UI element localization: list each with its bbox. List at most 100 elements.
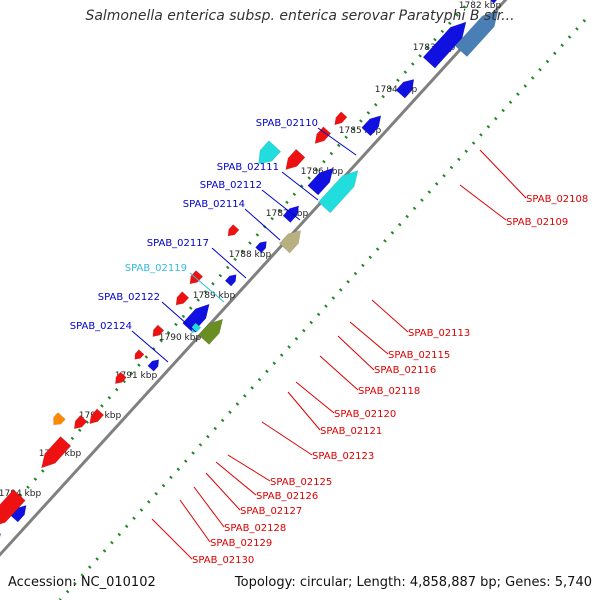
gene-label-spab_02114: SPAB_02114 [183, 199, 245, 210]
kbp-tick-label: 1794 kbp [0, 489, 41, 499]
gene-label-spab_02111: SPAB_02111 [217, 162, 279, 173]
reverse-gene-arrow [41, 436, 72, 469]
gene-label-spab_02116-leader [337, 335, 375, 371]
reverse-gene-arrow-shape [89, 408, 105, 425]
gene-label-spab_02129-leader [179, 499, 211, 543]
gene-label-spab_02122-leader [161, 301, 197, 333]
gene-label-spab_02128-leader [193, 486, 225, 528]
reverse-gene-arrow-shape [115, 371, 127, 384]
forward-gene-arrow [307, 167, 334, 196]
gene-label-spab_02109: SPAB_02109 [506, 217, 568, 228]
forward-gene-arrow [147, 359, 160, 372]
gene-label-spab_02110-leader [317, 127, 357, 156]
gene-label-spab_02117: SPAB_02117 [147, 238, 209, 249]
feature-arrow-olive-shape [198, 318, 224, 345]
reverse-gene-arrow [89, 408, 105, 425]
gene-label-spab_02113: SPAB_02113 [408, 328, 470, 339]
reverse-feature-arrow-orange [53, 412, 66, 426]
backbone-line [0, 0, 508, 557]
gene-label-spab_02121-leader [287, 391, 321, 431]
gene-label-spab_02130-leader [151, 518, 193, 560]
gene-label-spab_02110: SPAB_02110 [256, 118, 318, 129]
kbp-tick-label: 1785 kbp [339, 126, 382, 136]
feature-arrow-olive [198, 318, 224, 345]
kbp-tick-label: 1789 kbp [193, 291, 236, 301]
reverse-gene-arrow-shape [74, 415, 88, 430]
feature-arrow-tan [278, 230, 301, 254]
gene-label-spab_02130: SPAB_02130 [192, 555, 254, 566]
reverse-gene-arrow-shape [314, 126, 332, 144]
gene-label-spab_02125: SPAB_02125 [270, 477, 332, 488]
kbp-tick-label: 1788 kbp [229, 250, 272, 260]
forward-gene-arrow-shape [282, 205, 300, 223]
gene-label-spab_02113-leader [371, 299, 409, 333]
reverse-feature-arrow-cyan [258, 140, 282, 165]
gene-label-spab_02120-leader [295, 381, 335, 414]
forward-gene-arrow-shape [361, 115, 382, 137]
reverse-gene-arrow-shape [189, 270, 204, 285]
reverse-gene-arrow [0, 489, 26, 528]
forward-gene-arrow-shape [481, 0, 529, 4]
reverse-gene-arrow-shape [0, 489, 26, 528]
gene-label-spab_02124: SPAB_02124 [70, 321, 132, 332]
forward-gene-arrow-shape [395, 79, 415, 99]
forward-gene-arrow [224, 274, 237, 287]
forward-gene-arrow-shape [422, 21, 467, 69]
reverse-gene-arrow-shape [152, 324, 165, 337]
reverse-gene-arrow-shape [41, 436, 72, 469]
gene-label-spab_02114-leader [244, 208, 281, 241]
forward-gene-arrow [282, 205, 300, 223]
forward-gene-arrow-shape [307, 167, 334, 196]
reverse-gene-arrow-shape [175, 291, 190, 306]
gene-label-spab_02122: SPAB_02122 [98, 292, 160, 303]
reverse-feature-arrow-orange-shape [53, 412, 66, 426]
reverse-gene-arrow-shape [227, 224, 240, 237]
gene-label-spab_02120: SPAB_02120 [334, 409, 396, 420]
gene-label-spab_02128: SPAB_02128 [224, 523, 286, 534]
reverse-gene-arrow [115, 371, 127, 384]
gene-label-spab_02109-leader [459, 184, 507, 221]
reverse-feature-arrow-cyan-shape [258, 140, 282, 165]
gene-label-spab_02118: SPAB_02118 [358, 386, 420, 397]
feature-arrow-cyan-shape [318, 170, 359, 214]
reverse-gene-arrow [74, 415, 88, 430]
gene-label-spab_02108-leader [479, 149, 527, 199]
gene-label-spab_02112-leader [261, 189, 301, 221]
topology-text: Topology: circular; Length: 4,858,887 bp… [234, 575, 592, 590]
gene-label-spab_02108: SPAB_02108 [526, 194, 588, 205]
feature-arrow-steelblue-shape [454, 10, 499, 58]
kbp-tick-label: 1782 kbp [459, 1, 502, 11]
reverse-gene-arrow-shape [134, 349, 145, 360]
gene-label-spab_02123: SPAB_02123 [312, 451, 374, 462]
kbp-tick-label: 1790 kbp [159, 333, 202, 343]
gene-label-spab_02111-leader [281, 171, 319, 201]
feature-arrow-cyan [318, 170, 359, 214]
reverse-gene-arrow-shape [285, 148, 306, 170]
gene-label-spab_02126-leader [215, 461, 257, 496]
map-title: Salmonella enterica subsp. enterica sero… [85, 8, 515, 24]
accession-text: Accession: NC_010102 [8, 575, 156, 590]
gene-label-spab_02115: SPAB_02115 [388, 350, 450, 361]
forward-gene-arrow-shape [147, 359, 160, 372]
reverse-gene-arrow-shape [334, 111, 348, 126]
forward-gene-arrow [481, 0, 529, 4]
reverse-gene-arrow [314, 126, 332, 144]
gene-label-spab_02123-leader [261, 421, 313, 456]
reverse-gene-arrow [334, 111, 348, 126]
forward-gene-arrow-shape [224, 274, 237, 287]
feature-arrow-tan-shape [278, 230, 301, 254]
gene-label-spab_02116: SPAB_02116 [374, 365, 436, 376]
inner-dotted-track [58, 18, 587, 600]
forward-gene-arrow [422, 21, 467, 69]
reverse-gene-arrow [285, 148, 306, 170]
gene-label-spab_02119: SPAB_02119 [125, 263, 187, 274]
reverse-gene-arrow [189, 270, 204, 285]
forward-gene-arrow [361, 115, 382, 137]
feature-arrow-steelblue [454, 10, 499, 58]
gene-label-spab_02126: SPAB_02126 [256, 491, 318, 502]
forward-gene-arrow-shape [255, 241, 267, 254]
gene-label-spab_02118-leader [319, 355, 359, 391]
reverse-gene-arrow [134, 349, 145, 360]
gene-label-spab_02121: SPAB_02121 [320, 426, 382, 437]
gene-label-spab_02115-leader [349, 321, 389, 355]
